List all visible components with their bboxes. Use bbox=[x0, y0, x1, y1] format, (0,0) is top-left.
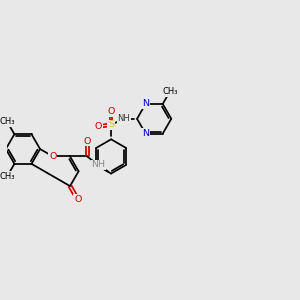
Text: CH₃: CH₃ bbox=[162, 87, 178, 96]
Text: N: N bbox=[142, 100, 149, 109]
Text: O: O bbox=[83, 136, 91, 146]
Text: CH₃: CH₃ bbox=[0, 172, 15, 181]
Text: N: N bbox=[142, 129, 149, 138]
Text: O: O bbox=[74, 195, 81, 204]
Text: O: O bbox=[94, 122, 102, 131]
Text: O: O bbox=[107, 107, 115, 116]
Text: NH: NH bbox=[91, 160, 105, 169]
Text: O: O bbox=[49, 152, 57, 161]
Text: NH: NH bbox=[118, 114, 130, 123]
Text: S: S bbox=[108, 120, 114, 129]
Text: CH₃: CH₃ bbox=[0, 117, 15, 126]
